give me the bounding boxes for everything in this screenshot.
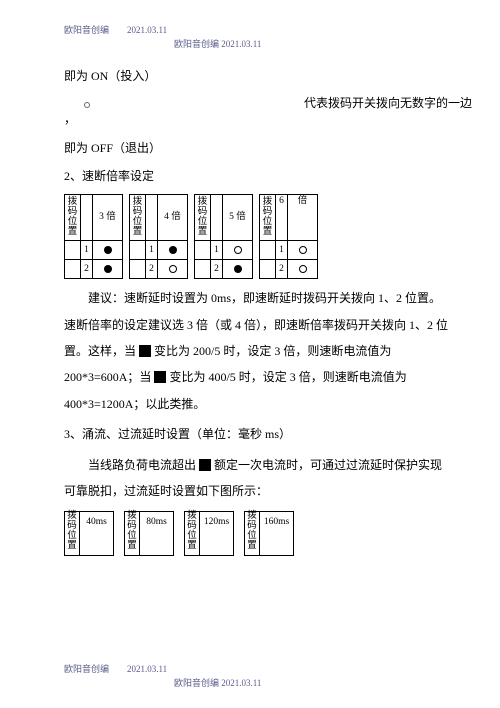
row-num: 1 (81, 241, 93, 260)
dot-icon (104, 246, 112, 254)
row-num: 1 (146, 241, 158, 260)
row-num: 2 (81, 260, 93, 279)
vlabel: 拨码位置 (198, 198, 208, 238)
delay-head-0: 40ms (80, 511, 114, 555)
header-line-2: 欧阳音创编 2021.03.11 (64, 38, 452, 52)
section-3-para: 当线路负荷电流超出 额定一次电流时，可通过过流延时保护实现可靠脱扣，过流延时设置… (64, 452, 452, 505)
dot-hollow-icon (169, 265, 177, 273)
off-line: 即为 OFF（退出） (64, 137, 452, 160)
footer-line-1: 欧阳音创编 2021.03.11 (64, 663, 261, 677)
delay-160: 拨码位置160ms (244, 511, 294, 556)
page-header: 欧阳音创编 2021.03.11 欧阳音创编 2021.03.11 (64, 24, 452, 51)
delay-80: 拨码位置80ms (124, 511, 174, 556)
vlabel: 拨码位置 (133, 198, 143, 238)
head-2: 5 倍 (223, 195, 253, 241)
row-num: 1 (211, 241, 223, 260)
right-note: 代表拨码开关拨向无数字的一边 (304, 92, 472, 115)
row-num: 2 (211, 260, 223, 279)
dot-icon (169, 246, 177, 254)
circle-marker (84, 102, 90, 108)
dip-table-3x: 拨码位置 3 倍 1 2 (64, 194, 123, 279)
black-square-icon (199, 459, 211, 471)
vlabel: 拨码位置 (68, 198, 78, 238)
delay-tables: 拨码位置40ms 拨码位置80ms 拨码位置120ms 拨码位置160ms (64, 511, 452, 556)
dot-icon (234, 265, 242, 273)
footer-line-2: 欧阳音创编 2021.03.11 (64, 677, 261, 691)
delay-40: 拨码位置40ms (64, 511, 114, 556)
dot-hollow-icon (299, 265, 307, 273)
note-row: 代表拨码开关拨向无数字的一边 (64, 94, 452, 108)
advice-paragraph: 建议：速断延时设置为 0ms，即速断延时拨码开关拨向 1、2 位置。速断倍率的设… (64, 285, 452, 417)
delay-head-2: 120ms (200, 511, 234, 555)
head-0: 3 倍 (93, 195, 123, 241)
vlabel: 拨码位置 (247, 512, 257, 552)
black-square-icon (139, 345, 151, 357)
section-3-title: 3、涌流、过流延时设置（单位：毫秒 ms） (64, 423, 452, 446)
row-num: 2 (146, 260, 158, 279)
vlabel: 拨码位置 (67, 512, 77, 552)
vlabel: 拨码位置 (263, 198, 273, 238)
row-num: 2 (276, 260, 288, 279)
black-square-icon (154, 371, 166, 383)
dip-table-5x: 拨码位置 5 倍 1 2 (194, 194, 253, 279)
delay-head-1: 80ms (140, 511, 174, 555)
dip-table-4x: 拨码位置 4 倍 1 2 (129, 194, 188, 279)
on-line: 即为 ON（投入） (64, 65, 452, 88)
dip-table-6x: 拨码位置 6 倍 1 2 (259, 194, 318, 279)
row-num: 1 (276, 241, 288, 260)
multiplier-tables: 拨码位置 3 倍 1 2 拨码位置 4 倍 1 2 拨码位置 5 倍 1 2 (64, 194, 452, 279)
delay-120: 拨码位置120ms (184, 511, 234, 556)
document-body: 即为 ON（投入） 代表拨码开关拨向无数字的一边 ， 即为 OFF（退出） 2、… (64, 65, 452, 556)
head-1: 4 倍 (158, 195, 188, 241)
dot-icon (104, 265, 112, 273)
section-2-title: 2、速断倍率设定 (64, 165, 452, 188)
vlabel: 拨码位置 (127, 512, 137, 552)
vlabel: 拨码位置 (187, 512, 197, 552)
delay-head-3: 160ms (260, 511, 294, 555)
header-line-1: 欧阳音创编 2021.03.11 (64, 24, 452, 38)
dot-hollow-icon (234, 246, 242, 254)
page-footer: 欧阳音创编 2021.03.11 欧阳音创编 2021.03.11 (64, 663, 261, 690)
dot-hollow-icon (299, 246, 307, 254)
